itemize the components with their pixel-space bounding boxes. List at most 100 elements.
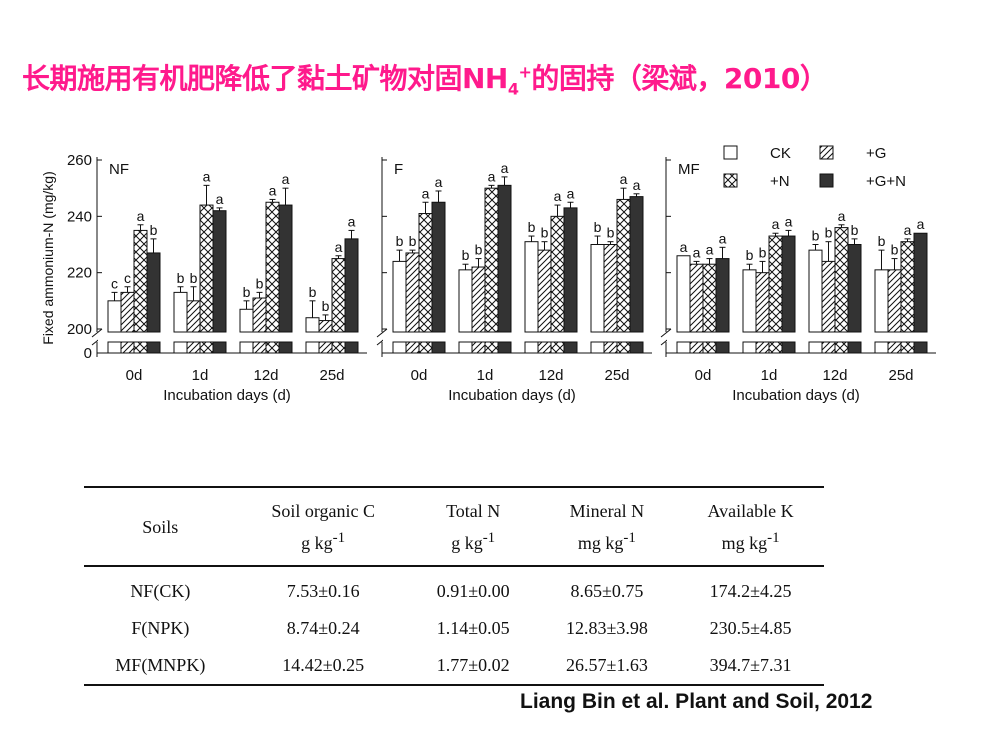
y-axis-label: Fixed ammonium-N (mg/kg)	[40, 171, 56, 344]
bar	[603, 244, 618, 333]
bar-stub	[458, 341, 473, 354]
break-band	[667, 333, 939, 341]
bar-stub	[834, 341, 849, 354]
significance-letter: a	[269, 182, 277, 198]
bar-stub	[252, 341, 267, 354]
bar	[173, 291, 188, 333]
panel-f	[376, 157, 655, 357]
bar-stub	[107, 341, 122, 354]
table-cell: 8.65±0.75	[570, 581, 644, 601]
x-axis-label: Incubation days (d)	[732, 387, 860, 404]
bar	[834, 227, 849, 333]
x-tick-label: 25d	[888, 367, 913, 384]
significance-letter: b	[150, 222, 158, 238]
fixed-ammonium-chart: Fixed ammonium-N (mg/kg) 260 240 220 200 0 NF c…	[40, 145, 939, 404]
significance-letter: a	[348, 213, 356, 229]
significance-letter: a	[501, 160, 509, 176]
panel-mf	[660, 157, 939, 357]
axis-break-mark	[91, 328, 103, 338]
bar	[133, 229, 148, 333]
bar-stub	[484, 341, 499, 354]
table-row: NF(CK) 7.53±0.16 0.91±0.00 8.65±0.75 174…	[84, 566, 824, 610]
break-band	[383, 333, 655, 341]
bar-stub	[278, 341, 293, 354]
x-axis-label: Incubation days (d)	[448, 387, 576, 404]
bar	[590, 244, 605, 333]
table-cell: 1.14±0.05	[436, 618, 510, 638]
table-cell: 1.77±0.02	[436, 655, 510, 675]
bar-stub	[702, 341, 717, 354]
significance-letter: a	[488, 168, 496, 184]
significance-letter: b	[607, 225, 615, 241]
bar	[676, 255, 691, 333]
break-band	[98, 333, 370, 341]
significance-letter: b	[825, 225, 833, 241]
y-tick-label: 240	[67, 208, 92, 225]
bar-stub	[913, 341, 928, 354]
panel-label: MF	[678, 161, 700, 178]
significance-letter: a	[282, 171, 290, 187]
y-tick-label: 220	[67, 265, 92, 282]
bar	[497, 184, 512, 333]
bar	[471, 266, 486, 333]
bar	[484, 187, 499, 333]
bar	[629, 196, 644, 333]
bar	[418, 213, 433, 333]
bar	[847, 244, 862, 333]
bar	[874, 269, 889, 333]
significance-letter: a	[693, 244, 701, 260]
bar-stub	[847, 341, 862, 354]
bar-stub	[392, 341, 407, 354]
x-tick-label: 12d	[253, 367, 278, 384]
y-tick-label: 260	[67, 152, 92, 169]
bar-stub	[742, 341, 757, 354]
bar	[318, 320, 333, 333]
significance-letter: a	[335, 239, 343, 255]
significance-letter: b	[759, 244, 767, 260]
x-tick-label: 0d	[695, 367, 712, 384]
significance-letter: a	[904, 222, 912, 238]
bar-stub	[900, 341, 915, 354]
axis-break-mark	[660, 328, 672, 338]
significance-letter: b	[594, 219, 602, 235]
legend-swatch	[723, 173, 738, 188]
significance-letter: c	[124, 270, 131, 286]
y-tick-label: 200	[67, 321, 92, 338]
significance-letter: a	[785, 213, 793, 229]
bar-stub	[133, 341, 148, 354]
legend-label: CK	[770, 145, 791, 162]
legend-swatch	[819, 145, 834, 160]
x-tick-label: 12d	[538, 367, 563, 384]
bar	[900, 241, 915, 333]
bar-stub	[120, 341, 135, 354]
bar-stub	[768, 341, 783, 354]
x-tick-label: 1d	[761, 367, 778, 384]
bar-stub	[887, 341, 902, 354]
bar	[821, 260, 836, 333]
significance-letter: a	[680, 239, 688, 255]
significance-letter: b	[256, 275, 264, 291]
significance-letter: a	[137, 208, 145, 224]
bar-stub	[471, 341, 486, 354]
significance-letter: a	[719, 230, 727, 246]
bar	[781, 235, 796, 333]
axis-break-mark	[376, 328, 388, 338]
bar-stub	[537, 341, 552, 354]
citation: Liang Bin et al. Plant and Soil, 2012	[520, 690, 873, 713]
table-cell: 394.7±7.31	[709, 655, 792, 675]
bar	[265, 201, 280, 333]
bar-stub	[497, 341, 512, 354]
significance-letter: b	[541, 225, 549, 241]
bar-stub	[676, 341, 691, 354]
table-row: F(NPK) 8.74±0.24 1.14±0.05 12.83±3.98 23…	[84, 610, 824, 647]
bar	[212, 210, 227, 333]
significance-letter: b	[177, 270, 185, 286]
bar-stub	[265, 341, 280, 354]
significance-letter: b	[243, 284, 251, 300]
x-tick-label: 1d	[477, 367, 494, 384]
bar	[239, 308, 254, 333]
